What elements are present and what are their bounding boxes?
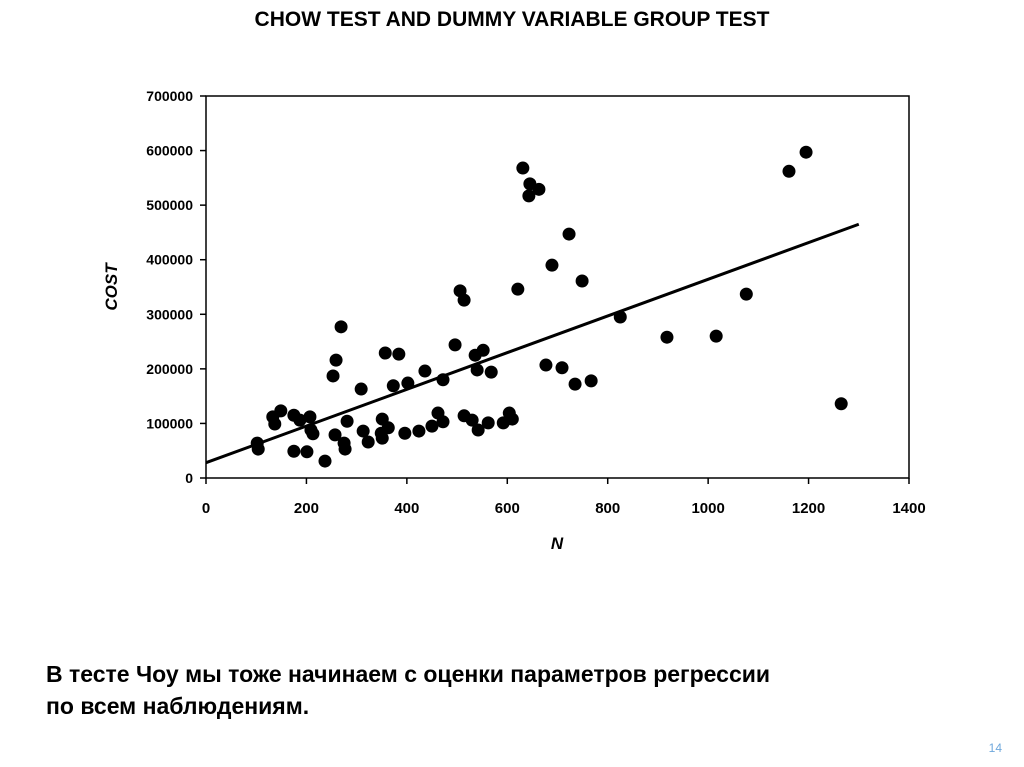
data-point <box>613 310 627 324</box>
x-tick-label: 400 <box>394 500 419 517</box>
data-point <box>465 413 479 427</box>
data-point <box>378 346 392 360</box>
data-point <box>412 424 426 438</box>
data-point <box>532 182 546 196</box>
caption-line-2: по всем наблюдениям. <box>46 693 310 719</box>
data-point <box>274 404 288 418</box>
x-tick-label: 1200 <box>792 500 825 517</box>
data-point <box>568 377 582 391</box>
data-point <box>392 347 406 361</box>
data-point <box>739 287 753 301</box>
data-points <box>250 145 848 468</box>
data-point <box>522 189 536 203</box>
y-tick-label: 600000 <box>146 143 193 159</box>
regression-line <box>205 222 860 465</box>
chart-title: CHOW TEST AND DUMMY VARIABLE GROUP TEST <box>254 8 770 31</box>
data-point <box>326 369 340 383</box>
y-tick-label: 200000 <box>146 361 193 377</box>
x-tick-label: 600 <box>495 500 520 517</box>
caption-line-1: В тесте Чоу мы тоже начинаем с оценки па… <box>46 661 771 687</box>
data-point <box>471 423 485 437</box>
data-point <box>328 428 342 442</box>
data-point <box>555 361 569 375</box>
data-point <box>476 343 490 357</box>
data-point <box>575 274 589 288</box>
x-axis-label: N <box>551 534 564 553</box>
data-point <box>251 442 265 456</box>
data-point <box>484 365 498 379</box>
data-point <box>381 421 395 435</box>
data-point <box>354 382 368 396</box>
data-point <box>361 435 375 449</box>
data-point <box>356 424 370 438</box>
data-point <box>834 397 848 411</box>
data-point <box>318 454 332 468</box>
data-point <box>300 445 314 459</box>
data-point <box>398 426 412 440</box>
x-tick-label: 0 <box>202 500 210 517</box>
data-point <box>709 329 723 343</box>
data-point <box>799 145 813 159</box>
data-point <box>562 227 576 241</box>
y-tick-label: 700000 <box>146 88 193 104</box>
x-tick-label: 1400 <box>892 500 925 517</box>
data-point <box>268 417 282 431</box>
data-point <box>436 415 450 429</box>
y-tick-label: 100000 <box>146 415 193 431</box>
y-tick-label: 500000 <box>146 197 193 213</box>
data-point <box>303 410 317 424</box>
x-tick-label: 1000 <box>691 500 724 517</box>
data-point <box>425 419 439 433</box>
data-point <box>293 413 307 427</box>
axes <box>200 95 910 484</box>
data-point <box>306 427 320 441</box>
data-point <box>401 376 415 390</box>
data-point <box>287 444 301 458</box>
x-tick-label: 800 <box>595 500 620 517</box>
data-point <box>511 282 525 296</box>
data-point <box>545 258 559 272</box>
data-point <box>334 320 348 334</box>
y-axis-label: COST <box>102 262 121 311</box>
x-tick-label: 200 <box>294 500 319 517</box>
plot-frame <box>205 95 910 479</box>
data-point <box>660 330 674 344</box>
y-tick-label: 400000 <box>146 252 193 268</box>
data-point <box>516 161 530 175</box>
data-point <box>481 416 495 430</box>
tick-labels: 0 200 400 600 800 1000 1200 1400 0 100000 200000 30… <box>146 88 925 517</box>
data-point <box>340 414 354 428</box>
scatter-chart: 0 200 400 600 800 1000 1200 1400 0 100000 200000 30… <box>102 88 926 553</box>
data-point <box>329 353 343 367</box>
data-point <box>457 293 471 307</box>
data-point <box>448 338 462 352</box>
data-point <box>418 364 432 378</box>
data-point <box>782 164 796 178</box>
data-point <box>505 412 519 426</box>
page-number: 14 <box>988 741 1002 755</box>
slide-caption: В тесте Чоу мы тоже начинаем с оценки па… <box>46 658 986 722</box>
y-tick-label: 300000 <box>146 306 193 322</box>
data-point <box>584 374 598 388</box>
y-tick-label: 0 <box>185 470 193 486</box>
data-point <box>338 442 352 456</box>
data-point <box>386 379 400 393</box>
data-point <box>470 363 484 377</box>
data-point <box>436 373 450 387</box>
data-point <box>539 358 553 372</box>
data-point <box>375 431 389 445</box>
